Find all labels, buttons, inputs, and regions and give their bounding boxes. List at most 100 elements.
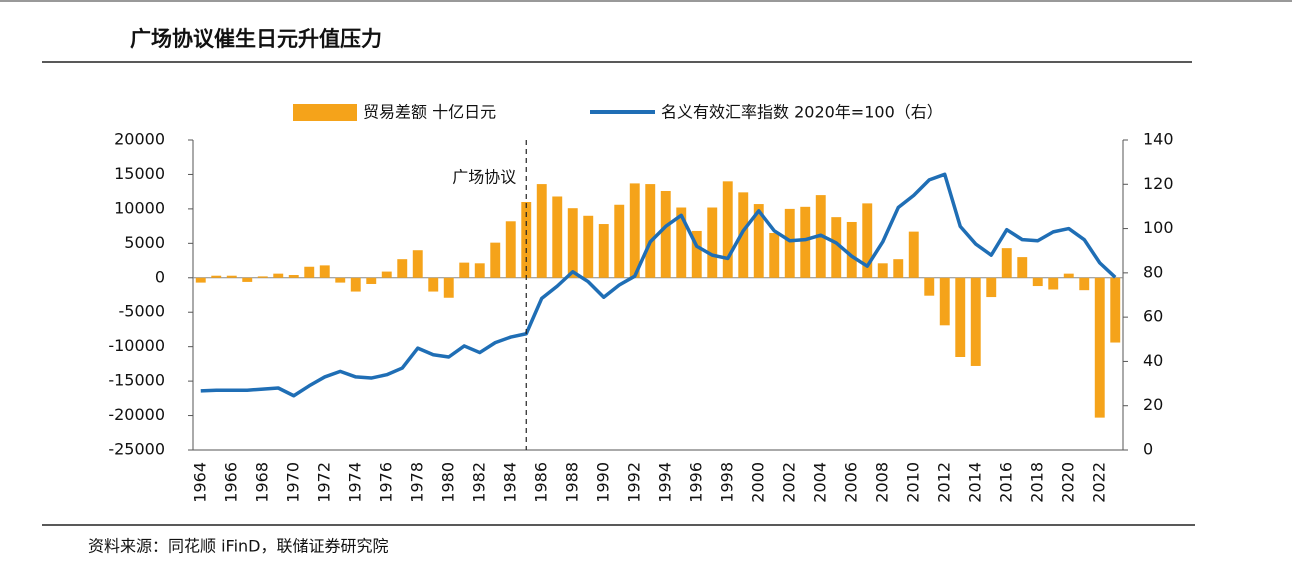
bar — [1079, 277, 1090, 291]
bar — [273, 273, 284, 278]
x-tick-label: 2004 — [810, 462, 829, 503]
bar — [366, 277, 377, 284]
x-tick-label: 1972 — [314, 462, 333, 503]
bar — [443, 277, 454, 298]
y2-tick-label: 100 — [1143, 218, 1174, 237]
x-tick-label: 2012 — [934, 462, 953, 503]
bar — [784, 208, 795, 278]
bar — [397, 259, 408, 278]
bar — [1048, 277, 1059, 290]
bar — [676, 207, 687, 278]
x-tick-label: 1996 — [686, 462, 705, 503]
x-tick-label: 1988 — [562, 462, 581, 503]
bar — [412, 250, 423, 278]
y-tick-label: -10000 — [108, 336, 165, 355]
bar — [629, 183, 640, 278]
x-tick-label: 1970 — [283, 462, 302, 503]
bar — [1032, 277, 1043, 287]
x-tick-label: 2010 — [903, 462, 922, 503]
bar — [567, 208, 578, 278]
bar — [242, 277, 253, 282]
legend-label: 贸易差额 十亿日元 — [363, 103, 496, 122]
annotation: 广场协议 — [452, 168, 516, 187]
bar — [490, 242, 501, 278]
bar — [459, 262, 470, 278]
bar — [1063, 273, 1074, 278]
x-tick-label: 1986 — [531, 462, 550, 503]
bar — [800, 206, 811, 278]
bar — [319, 265, 330, 278]
bar — [1110, 277, 1121, 343]
x-tick-label: 1978 — [407, 462, 426, 503]
bar — [986, 277, 997, 298]
bar — [691, 230, 702, 278]
bar — [846, 221, 857, 278]
bar — [257, 276, 268, 278]
bar — [908, 231, 919, 278]
x-tick-label: 2006 — [841, 462, 860, 503]
bar — [350, 277, 361, 292]
bar — [738, 192, 749, 278]
y-tick-label: 10000 — [114, 198, 165, 217]
bar — [877, 263, 888, 278]
bar — [862, 203, 873, 278]
bar — [707, 207, 718, 278]
bar — [955, 277, 966, 357]
legend-swatch — [293, 104, 357, 121]
bar — [831, 217, 842, 278]
y-tick-label: -15000 — [108, 371, 165, 390]
y2-tick-label: 40 — [1143, 351, 1163, 370]
bar — [381, 271, 392, 278]
y-tick-label: -20000 — [108, 405, 165, 424]
bar — [970, 277, 981, 366]
bar — [428, 277, 439, 292]
line — [200, 172, 1117, 398]
chart-title: 广场协议催生日元升值压力 — [130, 27, 382, 51]
bar — [536, 184, 547, 278]
x-tick-label: 1968 — [252, 462, 271, 503]
x-tick-label: 2022 — [1089, 462, 1108, 503]
x-tick-label: 1990 — [593, 462, 612, 503]
bar — [1094, 277, 1105, 418]
x-tick-label: 2002 — [779, 462, 798, 503]
x-tick-label: 1998 — [717, 462, 736, 503]
bar — [583, 215, 594, 278]
x-tick-label: 1980 — [438, 462, 457, 503]
x-tick-label: 1984 — [500, 462, 519, 503]
y2-tick-label: 120 — [1143, 174, 1174, 193]
source: 资料来源：同花顺 iFinD，联储证券研究院 — [88, 537, 388, 556]
bar — [893, 259, 904, 278]
bar — [660, 190, 671, 278]
x-tick-label: 1992 — [624, 462, 643, 503]
x-tick-label: 1982 — [469, 462, 488, 503]
bar — [474, 263, 485, 278]
bar — [552, 196, 563, 278]
y2-tick-label: 140 — [1143, 130, 1174, 149]
bar — [924, 277, 935, 296]
y2-tick-label: 60 — [1143, 307, 1163, 326]
bar — [769, 233, 780, 278]
x-tick-label: 2020 — [1058, 462, 1077, 503]
bar — [598, 224, 609, 278]
y-tick-label: 15000 — [114, 164, 165, 183]
bar — [288, 275, 299, 278]
bar — [226, 275, 237, 278]
x-tick-label: 2014 — [965, 462, 984, 503]
x-tick-label: 2000 — [748, 462, 767, 503]
x-tick-label: 2016 — [996, 462, 1015, 503]
y-tick-label: 5000 — [124, 233, 165, 252]
x-tick-label: 1966 — [221, 462, 240, 503]
bar — [1017, 257, 1028, 278]
x-tick-label: 1974 — [345, 462, 364, 503]
x-tick-label: 1964 — [190, 462, 209, 503]
y2-tick-label: 0 — [1143, 440, 1153, 459]
bar — [753, 204, 764, 278]
y-tick-label: -25000 — [108, 440, 165, 459]
bar — [722, 181, 733, 278]
legend-label: 名义有效汇率指数 2020年=100（右） — [661, 103, 943, 122]
y-tick-label: 20000 — [114, 130, 165, 149]
bar — [645, 184, 656, 278]
bar — [211, 275, 222, 278]
bar — [304, 266, 315, 278]
bar — [195, 277, 206, 283]
